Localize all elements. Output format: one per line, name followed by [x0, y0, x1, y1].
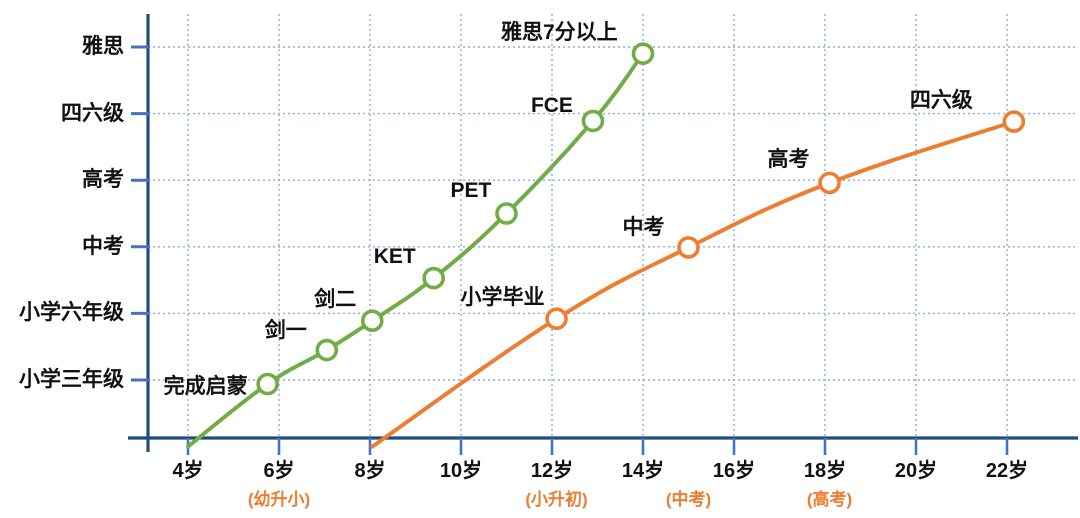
x-axis-tick-label: 14岁 [621, 460, 665, 482]
data-point-label: PET [450, 178, 492, 202]
gridlines-group [148, 14, 1075, 438]
data-point-marker [631, 42, 655, 65]
data-point-label: 剑二 [314, 287, 357, 311]
data-point-label: 中考 [622, 216, 665, 240]
x-axis-tick-label: 18岁 [803, 460, 847, 482]
x-axis-tick-label: 6岁 [263, 460, 295, 482]
data-point-marker [545, 307, 568, 331]
stage-marker-label: (幼升小) [247, 490, 311, 509]
data-point-label: 四六级 [909, 88, 973, 112]
data-point-marker [422, 266, 446, 290]
data-point-label: 完成启蒙 [163, 374, 248, 398]
data-point-marker [256, 372, 279, 396]
x-axis-tick-label: 16岁 [712, 460, 756, 482]
data-point-label: 剑一 [264, 319, 307, 343]
x-axis-tick-label: 10岁 [439, 460, 483, 482]
data-point-marker [677, 236, 700, 259]
data-point-marker [315, 338, 339, 362]
data-point-marker [581, 109, 605, 133]
ticks-group [131, 45, 1009, 455]
markers-group [256, 42, 1026, 396]
stage-marker-label: (小升初) [525, 490, 588, 509]
data-point-label: FCE [530, 93, 573, 117]
data-point-label: 雅思7分以上 [501, 20, 618, 44]
y-axis-tick-label: 高考 [82, 168, 124, 192]
y-axis-tick-label: 雅思 [82, 35, 124, 58]
stage-marker-label: (高考) [806, 490, 853, 509]
series-group [186, 51, 1016, 449]
x-axis-tick-label: 12岁 [530, 460, 574, 482]
data-point-label: 高考 [767, 147, 810, 171]
x-axis-tick-label: 8岁 [354, 460, 386, 482]
data-point-label: 小学毕业 [460, 285, 545, 309]
data-point-label: KET [373, 245, 416, 269]
data-point-marker [495, 202, 518, 225]
y-axis-tick-label: 小学三年级 [19, 368, 124, 391]
data-point-marker [1002, 110, 1026, 133]
data-point-marker [360, 309, 384, 333]
x-axis-tick-label: 22岁 [985, 460, 1029, 482]
y-axis-tick-label: 中考 [82, 234, 124, 258]
stage-marker-label: (中考) [665, 490, 712, 509]
x-axis-tick-label: 20岁 [894, 460, 938, 482]
y-axis-tick-label: 小学六年级 [19, 301, 124, 325]
x-axis-tick-label: 4岁 [172, 460, 204, 482]
y-axis-tick-label: 四六级 [61, 101, 124, 125]
series-line-1 [370, 119, 1016, 449]
data-point-marker [818, 171, 841, 195]
